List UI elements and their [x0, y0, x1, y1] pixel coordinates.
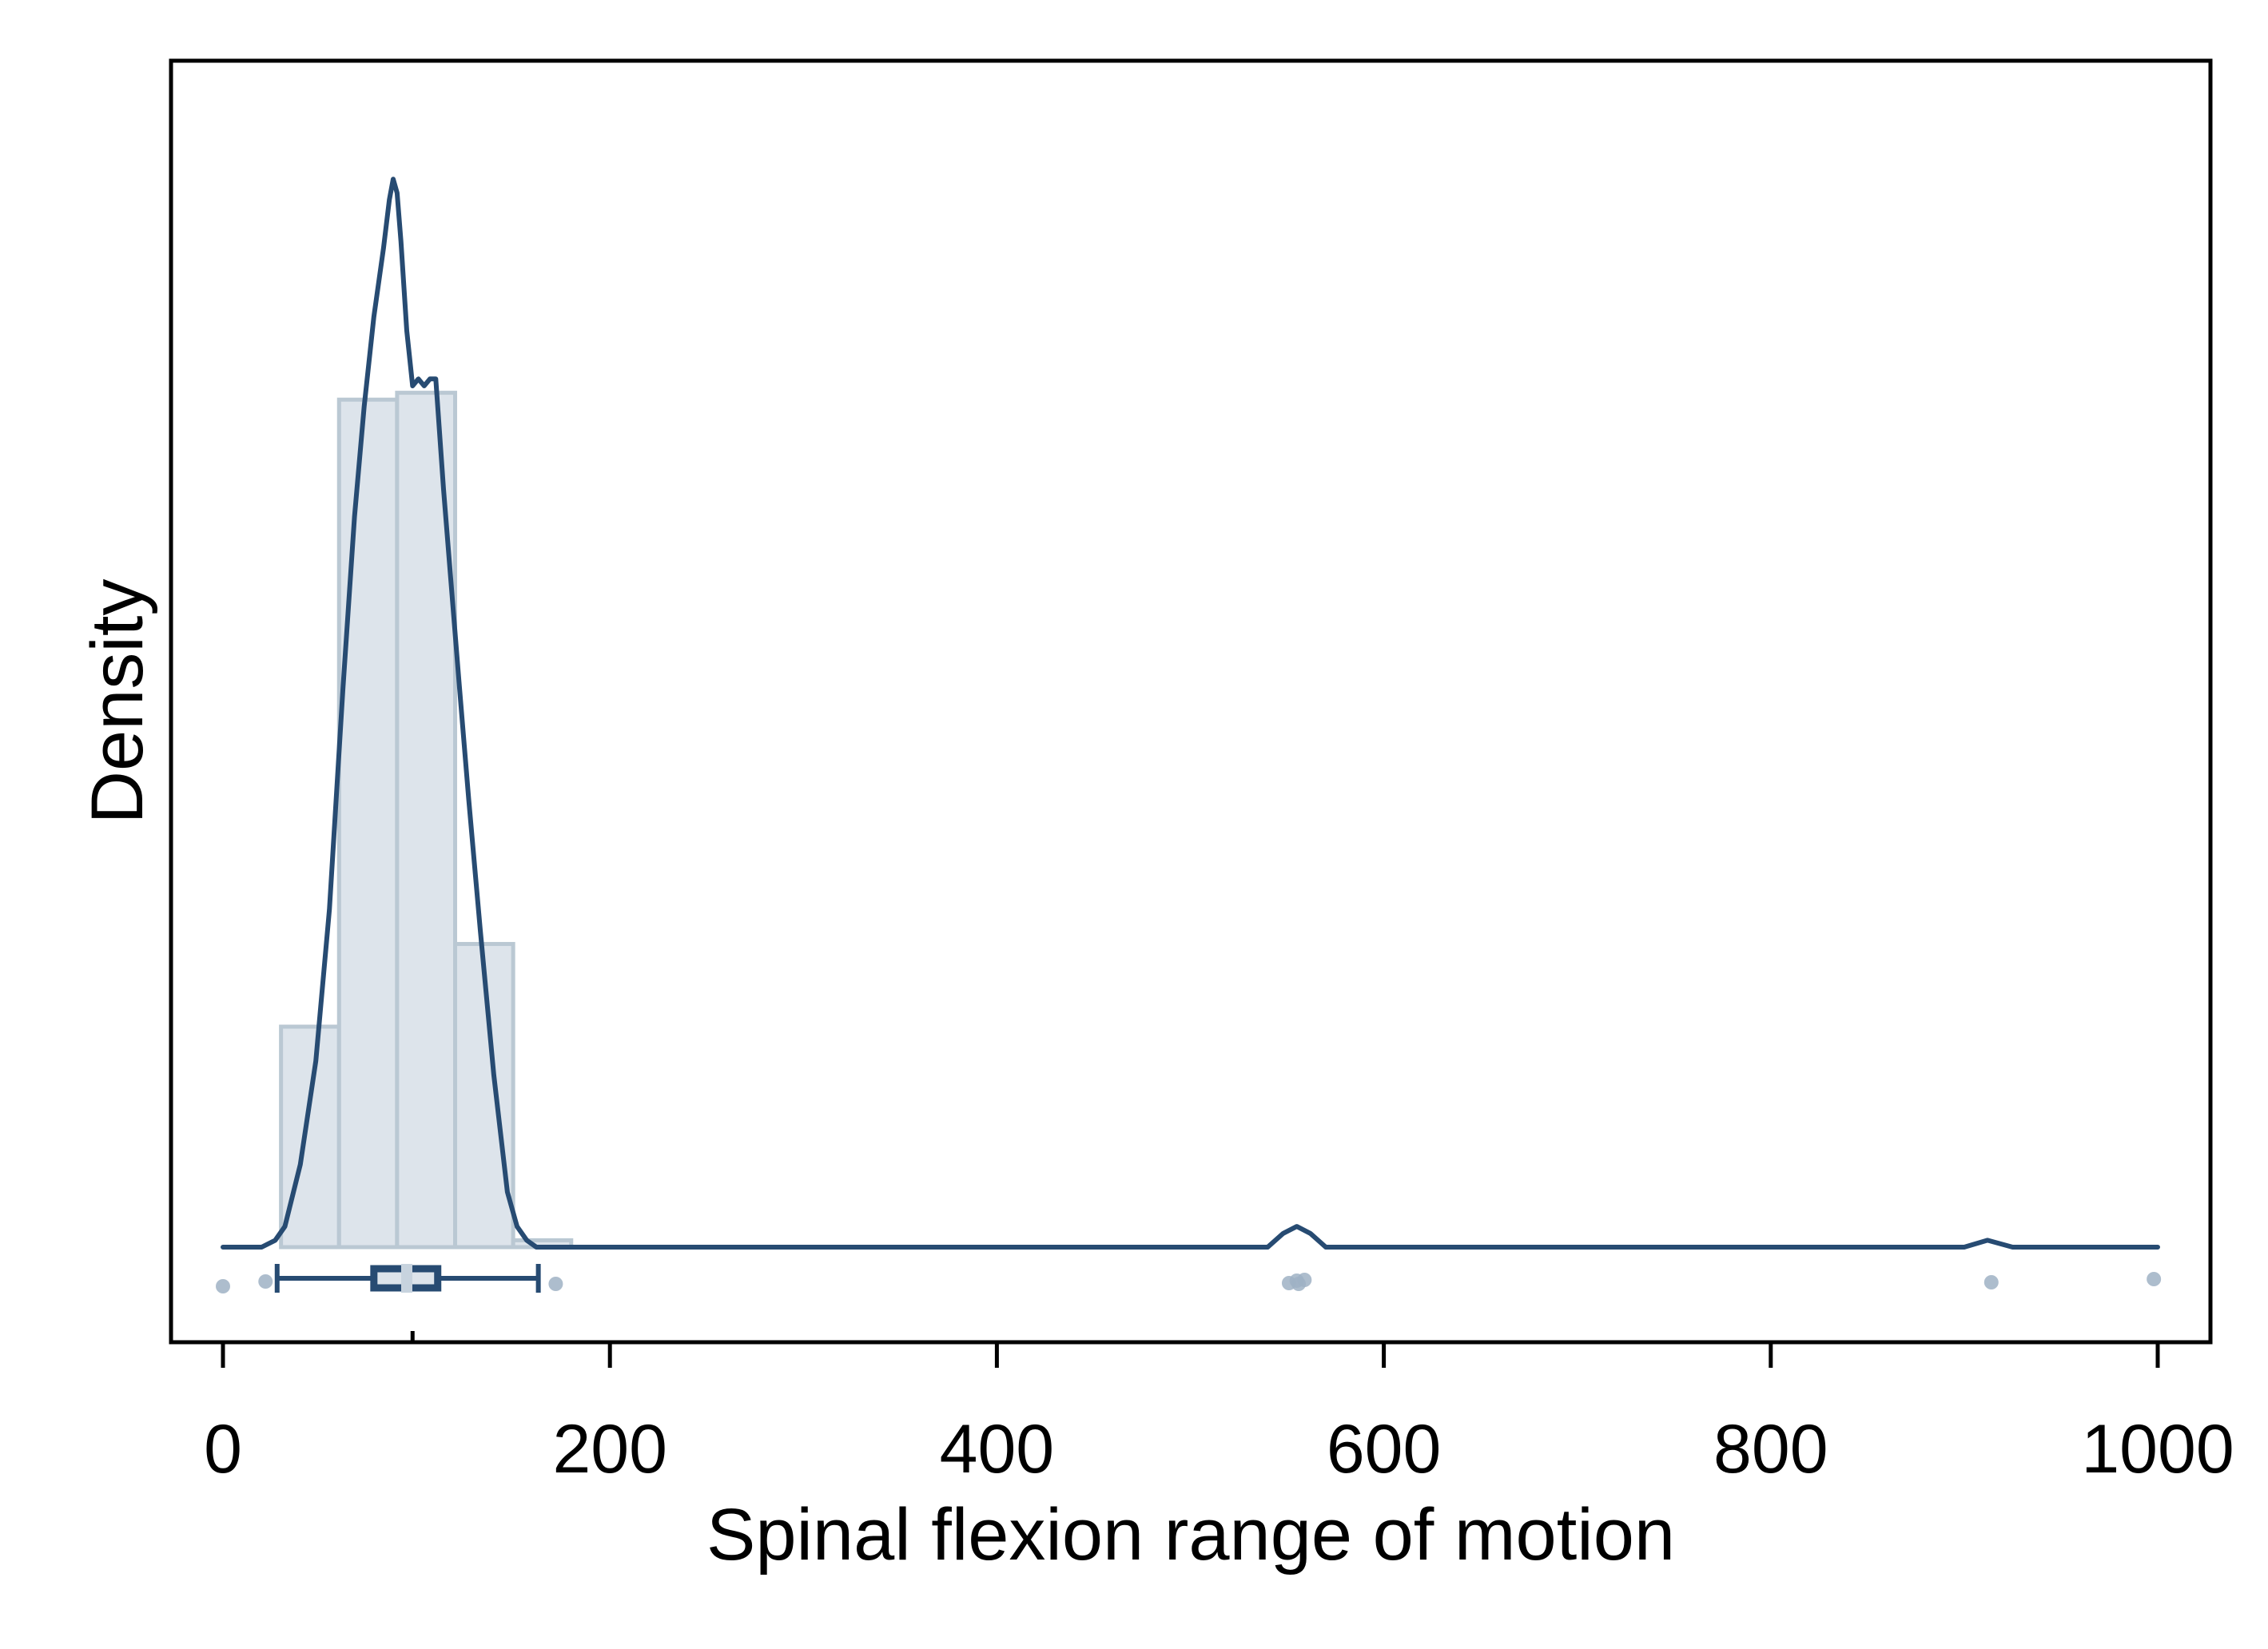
outlier-point [1297, 1273, 1312, 1287]
outlier-point [548, 1277, 563, 1291]
outlier-point [2147, 1272, 2162, 1286]
x-tick-label: 1000 [2081, 1411, 2234, 1488]
x-tick-label: 0 [204, 1411, 242, 1488]
x-tick-label: 200 [552, 1411, 667, 1488]
x-axis-title: Spinal flexion range of motion [706, 1494, 1675, 1575]
x-tick-label: 800 [1713, 1411, 1828, 1488]
boxplot-median [400, 1264, 412, 1293]
outlier-points [216, 1272, 2162, 1293]
histogram-bar [336, 397, 400, 1250]
density-curve [221, 177, 2160, 1250]
outlier-point [1984, 1275, 1999, 1289]
outlier-point [216, 1279, 230, 1293]
x-tick-label: 400 [940, 1411, 1055, 1488]
y-axis-title: Density [77, 579, 158, 824]
density-curve-layer [221, 177, 2160, 1250]
boxplot-layer [274, 1264, 541, 1293]
outlier-point [258, 1274, 273, 1289]
plot-frame [169, 58, 2213, 1345]
x-axis: 0 200 400 600 800 1000 [204, 1331, 2234, 1488]
x-tick-label: 600 [1327, 1411, 1442, 1488]
histogram-bar [453, 942, 515, 1250]
